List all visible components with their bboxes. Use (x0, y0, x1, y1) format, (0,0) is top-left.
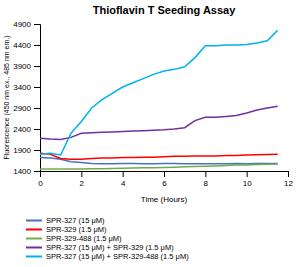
tick-label: 4400 (13, 41, 31, 50)
tick-mark (164, 171, 165, 177)
legend-item: SPR-327 (15 μM) (26, 216, 105, 225)
legend-label: SPR-327 (15 μM) + SPR-329 (1.5 μM) (46, 243, 174, 252)
tick-label: 0 (38, 179, 43, 188)
legend-label: SPR-327 (15 μM) (46, 216, 105, 225)
axis-domain (41, 172, 289, 178)
tick-label: 1900 (13, 146, 31, 155)
tick: 8 (204, 171, 209, 188)
title: Thioflavin T Seeding Assay (93, 4, 237, 16)
tick: 4400 (13, 41, 40, 50)
legend-item: SPR-327 (15 μM) + SPR-329-488 (1.5 μM) (26, 252, 189, 261)
tick: 12 (284, 171, 293, 188)
tick: 4900 (13, 20, 40, 29)
tick: 2400 (13, 125, 40, 134)
tick: 0 (38, 171, 43, 188)
tick-label: 12 (284, 179, 293, 188)
tick-label: 6 (162, 179, 167, 188)
tick-mark (34, 150, 40, 151)
x-axis-title: Time (Hours) (141, 195, 188, 204)
legend-swatch (26, 220, 42, 222)
y-axis-title: Fluorescence (450 nm ex., 485 nm em.) (3, 35, 11, 159)
tick: 3900 (13, 62, 40, 71)
lines (40, 30, 278, 169)
tick-mark (81, 171, 82, 177)
legend-item: SPR-329 (1.5 μM) (26, 225, 107, 234)
tick: 1900 (13, 146, 40, 155)
tick-label: 3400 (13, 83, 31, 92)
line (40, 106, 278, 139)
tick-label: 8 (204, 179, 209, 188)
tick-label: 2900 (13, 104, 31, 113)
tick-label: 2 (80, 179, 85, 188)
legend-item: SPR-327 (15 μM) + SPR-329 (1.5 μM) (26, 243, 174, 252)
plot-area: 0 2 4 6 8 10 12 1400 1900 2400 2900 3400 3900 4400 490… (13, 20, 293, 188)
legend: SPR-327 (15 μM)SPR-329 (1.5 μM)SPR-329-4… (26, 216, 189, 261)
chart: 0 2 4 6 8 10 12 1400 1900 2400 2900 3400 3900 4400 490… (0, 0, 300, 267)
tick-mark (34, 24, 40, 25)
tick-mark (205, 171, 206, 177)
tick-mark (34, 129, 40, 130)
tick: 10 (243, 171, 252, 188)
tick-label: 4900 (13, 20, 31, 29)
tick: 2 (80, 171, 85, 188)
tick-mark (34, 45, 40, 46)
tick: 1400 (13, 167, 40, 176)
line (40, 153, 278, 159)
tick: 3400 (13, 83, 40, 92)
tick-label: 10 (243, 179, 252, 188)
y-axis: 1400 1900 2400 2900 3400 3900 4400 4900 (13, 20, 40, 176)
legend-label: SPR-327 (15 μM) + SPR-329-488 (1.5 μM) (46, 252, 189, 261)
legend-item: SPR-329-488 (1.5 μM) (26, 234, 122, 243)
tick-mark (247, 171, 248, 177)
legend-swatch (26, 256, 42, 258)
tick-label: 3900 (13, 62, 31, 71)
tick-label: 2400 (13, 125, 31, 134)
legend-swatch (26, 247, 42, 249)
legend-swatch (26, 238, 42, 240)
tick-mark (34, 87, 40, 88)
tick-mark (34, 171, 40, 172)
line (40, 164, 278, 169)
tick-label: 4 (121, 179, 126, 188)
axis-domain (34, 25, 41, 172)
x-axis: 0 2 4 6 8 10 12 (38, 171, 293, 188)
tick-label: 1400 (13, 167, 31, 176)
legend-label: SPR-329 (1.5 μM) (46, 225, 107, 234)
tick: 2900 (13, 104, 40, 113)
line (40, 30, 278, 155)
tick-mark (34, 108, 40, 109)
tick: 4 (121, 171, 126, 188)
tick-mark (34, 66, 40, 67)
tick-mark (123, 171, 124, 177)
tick: 6 (162, 171, 167, 188)
legend-label: SPR-329-488 (1.5 μM) (46, 234, 122, 243)
tick-mark (288, 171, 289, 177)
legend-swatch (26, 229, 42, 231)
